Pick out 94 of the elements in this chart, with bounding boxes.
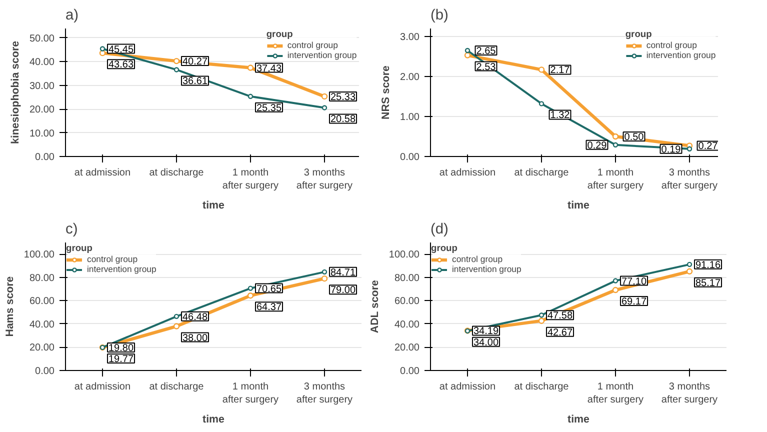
- data-label: 36.61: [182, 76, 208, 88]
- x-tick-label: 1 month after surgery: [587, 382, 644, 406]
- data-label: 37.43: [256, 63, 282, 74]
- data-label: 34.00: [473, 337, 499, 348]
- data-label: 0.50: [624, 132, 644, 143]
- data-label: 85.17: [695, 278, 721, 289]
- data-label: 45.45: [108, 44, 134, 56]
- x-axis-title: time: [568, 414, 590, 426]
- x-tick-label: at admission: [439, 168, 496, 178]
- legend-title: group: [625, 29, 653, 39]
- y-tick-label: 80.00: [394, 272, 420, 284]
- data-label: 2.53: [476, 62, 496, 73]
- y-axis-title: Hams score: [4, 276, 16, 337]
- legend-title: group: [266, 29, 294, 39]
- y-tick-label: 100.00: [388, 250, 420, 261]
- data-label: 2.17: [550, 65, 570, 76]
- data-label: 25.33: [330, 92, 356, 103]
- y-tick-label: 80.00: [29, 272, 55, 284]
- legend-label: control group: [646, 40, 697, 50]
- data-label: 42.67: [547, 327, 573, 338]
- data-label: 43.63: [108, 60, 134, 71]
- x-tick-label: at admission: [74, 168, 131, 178]
- y-tick-label: 0.00: [35, 366, 55, 377]
- legend-label: intervention group: [87, 264, 156, 274]
- x-tick-label: 3 months after surgery: [661, 168, 718, 192]
- data-label: 69.17: [621, 296, 647, 308]
- y-tick-label: 1.00: [400, 112, 420, 123]
- legend-label: intervention group: [646, 50, 716, 60]
- x-tick-label: 3 months after surgery: [296, 382, 353, 406]
- legend-label: intervention group: [287, 50, 357, 60]
- x-tick-label: at admission: [74, 382, 131, 392]
- x-tick-label: 3 months after surgery: [661, 382, 718, 406]
- data-label: 0.29: [587, 140, 608, 152]
- data-label: 25.35: [256, 102, 282, 114]
- y-axis-title: NRS score: [380, 65, 392, 120]
- chart-title: (d): [430, 222, 448, 238]
- y-tick-label: 0.00: [400, 152, 420, 163]
- data-label: 46.48: [182, 312, 208, 323]
- data-label: 38.00: [182, 332, 208, 344]
- y-tick-label: 20.00: [29, 104, 55, 116]
- y-axis-title: ADL score: [368, 280, 381, 334]
- data-label: 70.65: [256, 284, 282, 295]
- x-axis-title: time: [202, 200, 225, 212]
- x-tick-label: at discharge: [149, 382, 204, 392]
- y-tick-label: 3.00: [400, 32, 420, 43]
- x-axis-title: time: [202, 414, 225, 426]
- x-tick-label: at discharge: [514, 382, 570, 392]
- data-label: 77.10: [621, 276, 647, 288]
- chart-title: a): [66, 8, 79, 24]
- data-label: 34.19: [473, 326, 499, 338]
- y-tick-label: 20.00: [394, 342, 420, 354]
- data-label: 19.77: [108, 354, 134, 365]
- data-label: 0.27: [698, 141, 718, 152]
- y-tick-label: 60.00: [29, 296, 55, 308]
- legend-title: group: [431, 243, 458, 253]
- x-tick-label: at discharge: [514, 168, 570, 178]
- y-tick-label: 60.00: [394, 296, 420, 308]
- y-tick-label: 40.00: [29, 57, 55, 68]
- data-label: 2.65: [476, 46, 496, 57]
- legend-label: control group: [287, 40, 338, 50]
- chart-title: c): [66, 222, 78, 238]
- y-tick-label: 2.00: [400, 72, 420, 83]
- y-tick-label: 0.00: [35, 152, 55, 163]
- legend-label: control group: [452, 254, 503, 264]
- data-label: 19.80: [108, 342, 134, 354]
- y-tick-label: 40.00: [29, 319, 55, 330]
- data-label: 84.71: [330, 267, 356, 278]
- chart-title: (b): [430, 8, 448, 24]
- y-tick-label: 20.00: [29, 342, 55, 354]
- y-tick-label: 50.00: [29, 33, 55, 44]
- y-tick-label: 40.00: [394, 319, 420, 330]
- x-tick-label: 1 month after surgery: [587, 168, 644, 192]
- data-label: 64.37: [256, 302, 282, 314]
- x-tick-label: 1 month after surgery: [222, 168, 279, 192]
- legend-label: control group: [87, 254, 138, 264]
- x-tick-label: 3 months after surgery: [296, 168, 353, 192]
- data-label: 40.27: [182, 56, 208, 68]
- data-label: 79.00: [330, 285, 356, 296]
- data-label: 91.16: [695, 260, 721, 271]
- x-tick-label: at discharge: [149, 168, 204, 178]
- y-tick-label: 10.00: [29, 128, 55, 140]
- legend-label: intervention group: [452, 264, 522, 274]
- x-tick-label: at admission: [439, 382, 496, 392]
- y-tick-label: 30.00: [29, 80, 55, 92]
- data-label: 1.32: [550, 110, 570, 122]
- x-tick-label: 1 month after surgery: [222, 382, 279, 406]
- data-label: 20.58: [330, 114, 356, 126]
- x-axis-title: time: [568, 200, 590, 212]
- data-label: 47.58: [547, 310, 573, 322]
- y-tick-label: 100.00: [24, 250, 55, 261]
- y-tick-label: 0.00: [400, 366, 420, 377]
- data-label: 0.19: [661, 144, 682, 156]
- y-axis-title: kinesiophobia score: [9, 40, 22, 144]
- legend-title: group: [66, 243, 94, 253]
